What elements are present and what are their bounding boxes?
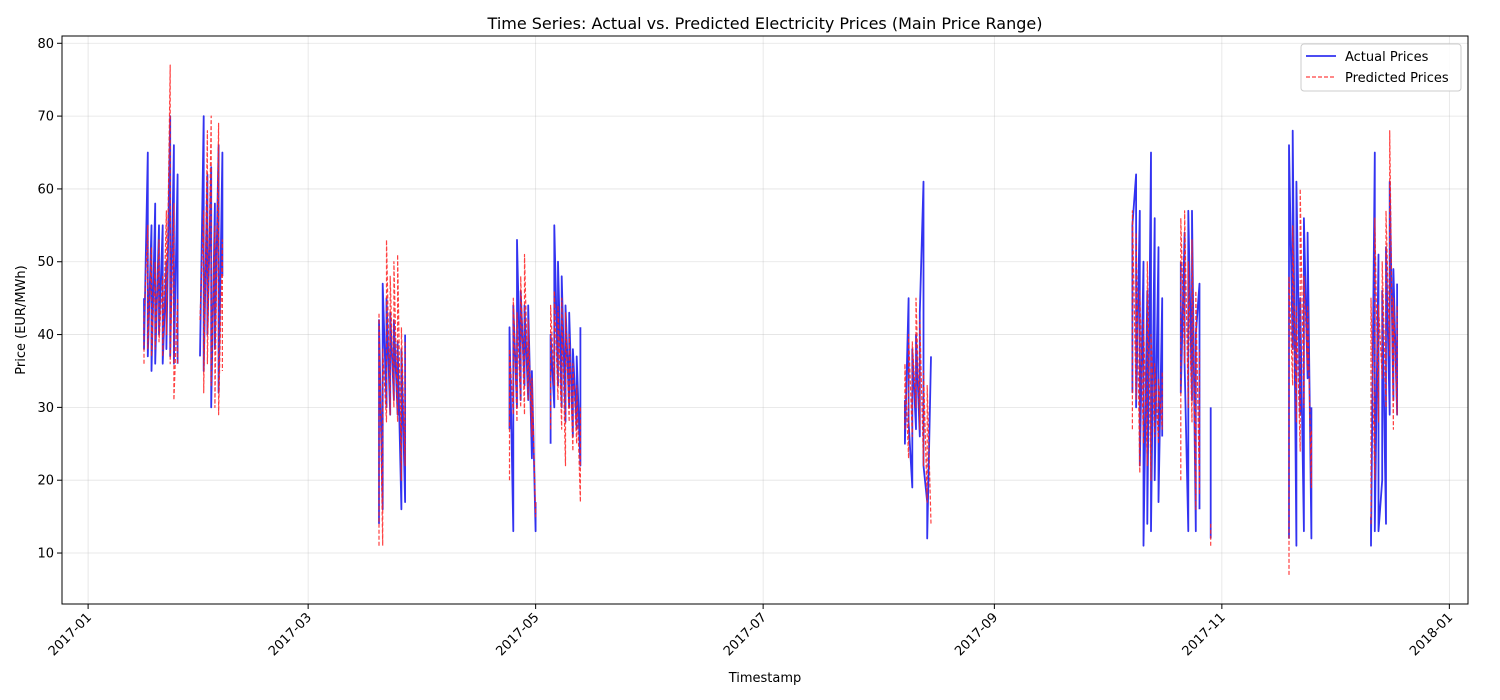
predicted-prices-line	[1288, 188, 1312, 575]
series-layer	[143, 64, 1398, 575]
y-axis-title: Price (EUR/MWh)	[14, 265, 29, 374]
plot-frame	[61, 35, 1469, 605]
y-tick-label: 60	[37, 182, 54, 197]
x-axis-title: Timestamp	[728, 671, 802, 686]
y-tick-label: 70	[37, 110, 54, 125]
predicted-prices-line	[378, 239, 406, 547]
y-tick-label: 50	[37, 255, 54, 270]
grid-layer	[62, 36, 1468, 604]
predicted-prices-line	[143, 64, 179, 401]
y-tick-label: 40	[37, 328, 54, 343]
y-tick-label: 80	[37, 37, 54, 52]
y-tick-label: 10	[37, 547, 54, 562]
actual-prices-line	[1179, 209, 1201, 533]
predicted-prices-line	[199, 115, 223, 416]
legend-label-predicted: Predicted Prices	[1345, 71, 1449, 86]
legend: Actual Prices Predicted Prices	[1300, 43, 1462, 92]
predicted-prices-line	[904, 297, 932, 524]
y-tick-label: 30	[37, 401, 54, 416]
chart-title: Time Series: Actual vs. Predicted Electr…	[487, 14, 1043, 33]
predicted-prices-line	[1180, 210, 1201, 510]
y-tick-label: 20	[37, 474, 54, 489]
predicted-prices-line	[1370, 130, 1398, 524]
legend-label-actual: Actual Prices	[1345, 50, 1429, 65]
legend-box	[1300, 43, 1462, 92]
predicted-prices-line	[1131, 210, 1163, 481]
predicted-prices-line	[508, 253, 537, 518]
predicted-prices-line	[550, 290, 581, 503]
